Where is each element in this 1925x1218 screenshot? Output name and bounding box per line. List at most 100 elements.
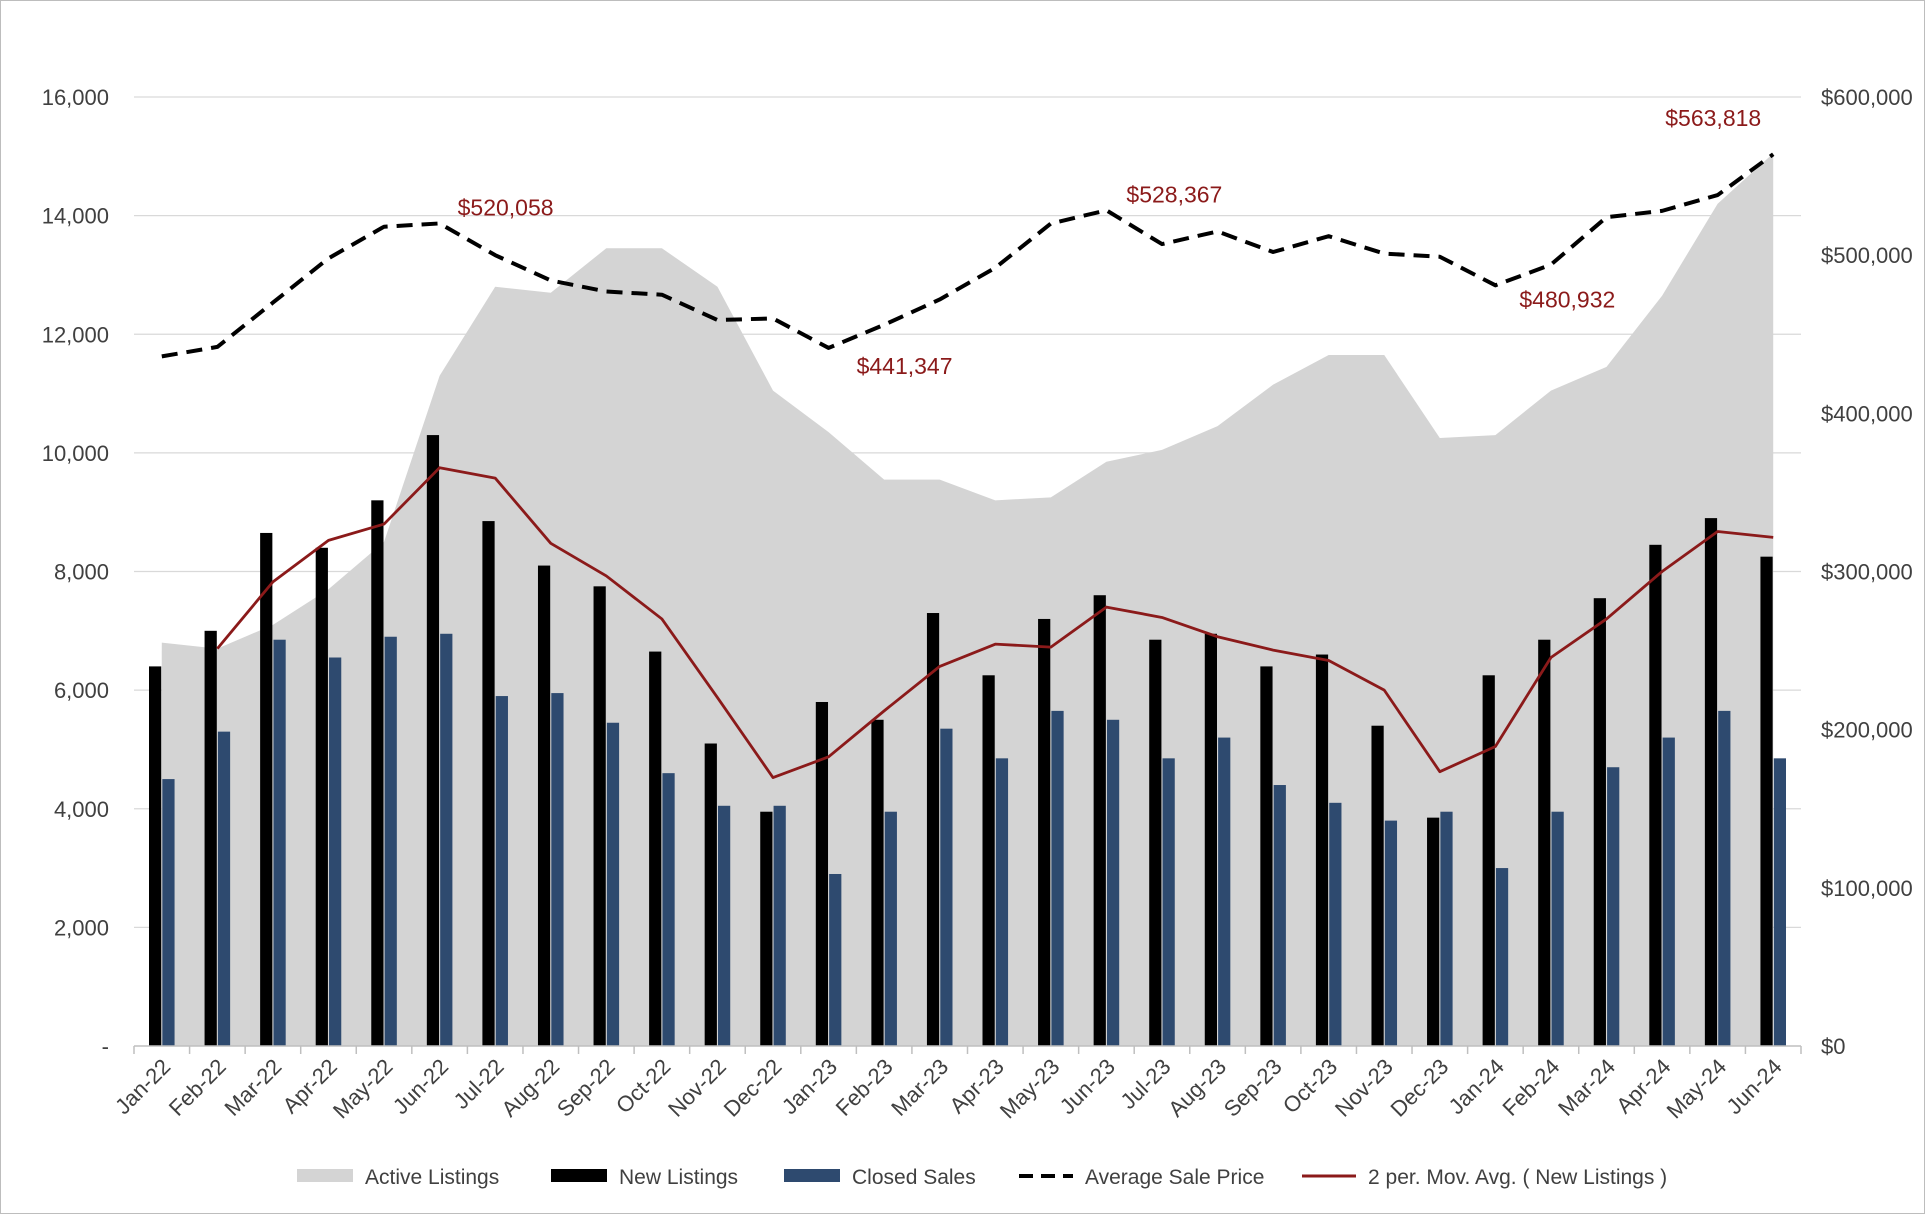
closed-sales-bar (1773, 758, 1786, 1046)
legend-item-average-sale-price: Average Sale Price (1019, 1166, 1264, 1189)
x-axis-tick-label: Mar-22 (219, 1054, 286, 1121)
right-axis-tick-label: $200,000 (1821, 718, 1913, 743)
legend-swatch (297, 1169, 353, 1182)
x-axis-tick-label: Jun-22 (388, 1054, 453, 1119)
x-axis-tick-label: May-24 (1662, 1054, 1732, 1124)
new-listings-bar (1149, 639, 1162, 1046)
left-axis-tick-label: 2,000 (54, 915, 109, 940)
x-axis-tick-label: Sep-22 (552, 1054, 620, 1122)
x-axis-tick-label: Jun-24 (1721, 1054, 1786, 1119)
closed-sales-bar (1162, 758, 1175, 1046)
closed-sales-bar (495, 696, 508, 1046)
closed-sales-bar (1384, 820, 1398, 1046)
new-listings-bar (704, 743, 717, 1046)
left-axis-tick-label: - (102, 1034, 109, 1059)
legend-item-active-listings: Active Listings (297, 1166, 499, 1189)
legend-item-new-listings: New Listings (551, 1166, 738, 1189)
closed-sales-bar (1551, 811, 1564, 1046)
closed-sales-bar (1051, 710, 1064, 1046)
legend-swatch (551, 1169, 607, 1182)
closed-sales-bar (606, 722, 620, 1046)
closed-sales-bar (662, 773, 675, 1046)
x-axis-tick-label: Jan-22 (110, 1054, 175, 1119)
x-axis-tick-label: Feb-22 (164, 1054, 231, 1121)
data-label: $520,058 (458, 194, 554, 220)
new-listings-bar (871, 719, 884, 1046)
x-axis-tick-label: May-22 (328, 1054, 398, 1124)
2-per-mov-avg-new-listings-line (216, 466, 1774, 780)
x-axis-tick-label: Sep-23 (1219, 1054, 1287, 1122)
legend-item-closed-sales: Closed Sales (784, 1166, 976, 1189)
new-listings-bar (1093, 595, 1106, 1046)
x-axis-tick-label: Jan-24 (1444, 1054, 1509, 1119)
left-axis-tick-label: 6,000 (54, 678, 109, 703)
closed-sales-bar (884, 811, 897, 1046)
x-axis-tick-label: Mar-23 (886, 1054, 953, 1121)
x-axis-tick-label: Nov-22 (663, 1054, 731, 1122)
legend: Active Listings New Listings Closed Sales A… (297, 1166, 1667, 1189)
x-axis-tick-label: Dec-23 (1386, 1054, 1454, 1122)
new-listings-bar (426, 435, 440, 1046)
left-axis-tick-label: 10,000 (42, 441, 109, 466)
new-listings-bar (149, 666, 162, 1046)
right-axis-tick-label: $500,000 (1821, 243, 1913, 268)
new-listings-bar (1482, 675, 1495, 1046)
new-listings-bar (982, 675, 995, 1046)
new-listings-bar (926, 613, 940, 1046)
closed-sales-bar (829, 873, 842, 1046)
x-axis-tick-label: May-23 (995, 1054, 1065, 1124)
new-listings-bar (760, 811, 773, 1046)
data-label: $480,932 (1519, 286, 1615, 312)
legend-swatch (784, 1169, 840, 1182)
closed-sales-bar (273, 639, 286, 1046)
new-listings-bar (1315, 654, 1329, 1046)
closed-sales-bar (162, 779, 175, 1046)
new-listings-bar (1260, 666, 1273, 1046)
right-axis-tick-label: $400,000 (1821, 401, 1913, 426)
closed-sales-bar (551, 693, 564, 1046)
right-axis-tick-label: $0 (1821, 1034, 1845, 1059)
legend-label: New Listings (619, 1166, 738, 1189)
closed-sales-bar (1718, 710, 1731, 1046)
new-listings-bar (1371, 725, 1384, 1046)
closed-sales-bar (384, 636, 397, 1046)
new-listings-bar (482, 521, 495, 1046)
closed-sales-bar (1607, 767, 1620, 1046)
new-listings-bar (315, 547, 328, 1046)
closed-sales-bar (773, 805, 786, 1046)
legend-label: Active Listings (365, 1166, 499, 1189)
annotations: $520,058 $441,347 $528,367 $480,932 $563,818 (458, 105, 1762, 379)
closed-sales-bar (1218, 737, 1231, 1046)
data-label: $528,367 (1126, 181, 1222, 207)
x-axis-tick-label: Feb-23 (831, 1054, 898, 1121)
right-axis-tick-label: $100,000 (1821, 876, 1913, 901)
active-listings-area (160, 153, 1774, 1047)
closed-sales-bar (1440, 811, 1453, 1046)
new-listings-bar (649, 651, 662, 1046)
new-listings-bar (1704, 518, 1718, 1046)
closed-sales-bar (1329, 802, 1342, 1046)
right-axis-tick-label: $600,000 (1821, 85, 1913, 110)
closed-sales-bar (217, 731, 231, 1046)
legend-label: Closed Sales (852, 1166, 976, 1189)
x-axis-tick-label: Jun-23 (1055, 1054, 1120, 1119)
new-listings-bar (593, 586, 606, 1046)
new-listings-bar (1760, 556, 1773, 1046)
x-axis-tick-label: Nov-23 (1330, 1054, 1398, 1122)
closed-sales-bar (1662, 737, 1675, 1046)
closed-sales-bar (1495, 868, 1509, 1046)
active-listings-area-shape (160, 153, 1774, 1047)
left-axis-tick-label: 14,000 (42, 204, 109, 229)
closed-sales-bar (940, 728, 953, 1046)
x-axis (133, 1045, 1802, 1054)
legend-label: 2 per. Mov. Avg. ( New Listings ) (1368, 1166, 1667, 1189)
average-sale-price-line (161, 152, 1775, 359)
left-axis-tick-label: 8,000 (54, 560, 109, 585)
new-listings-bar (1204, 633, 1217, 1046)
new-listings-bar (1038, 618, 1051, 1046)
left-axis-tick-label: 16,000 (42, 85, 109, 110)
closed-sales-bar (1106, 719, 1120, 1046)
closed-sales-bar (1273, 785, 1286, 1046)
